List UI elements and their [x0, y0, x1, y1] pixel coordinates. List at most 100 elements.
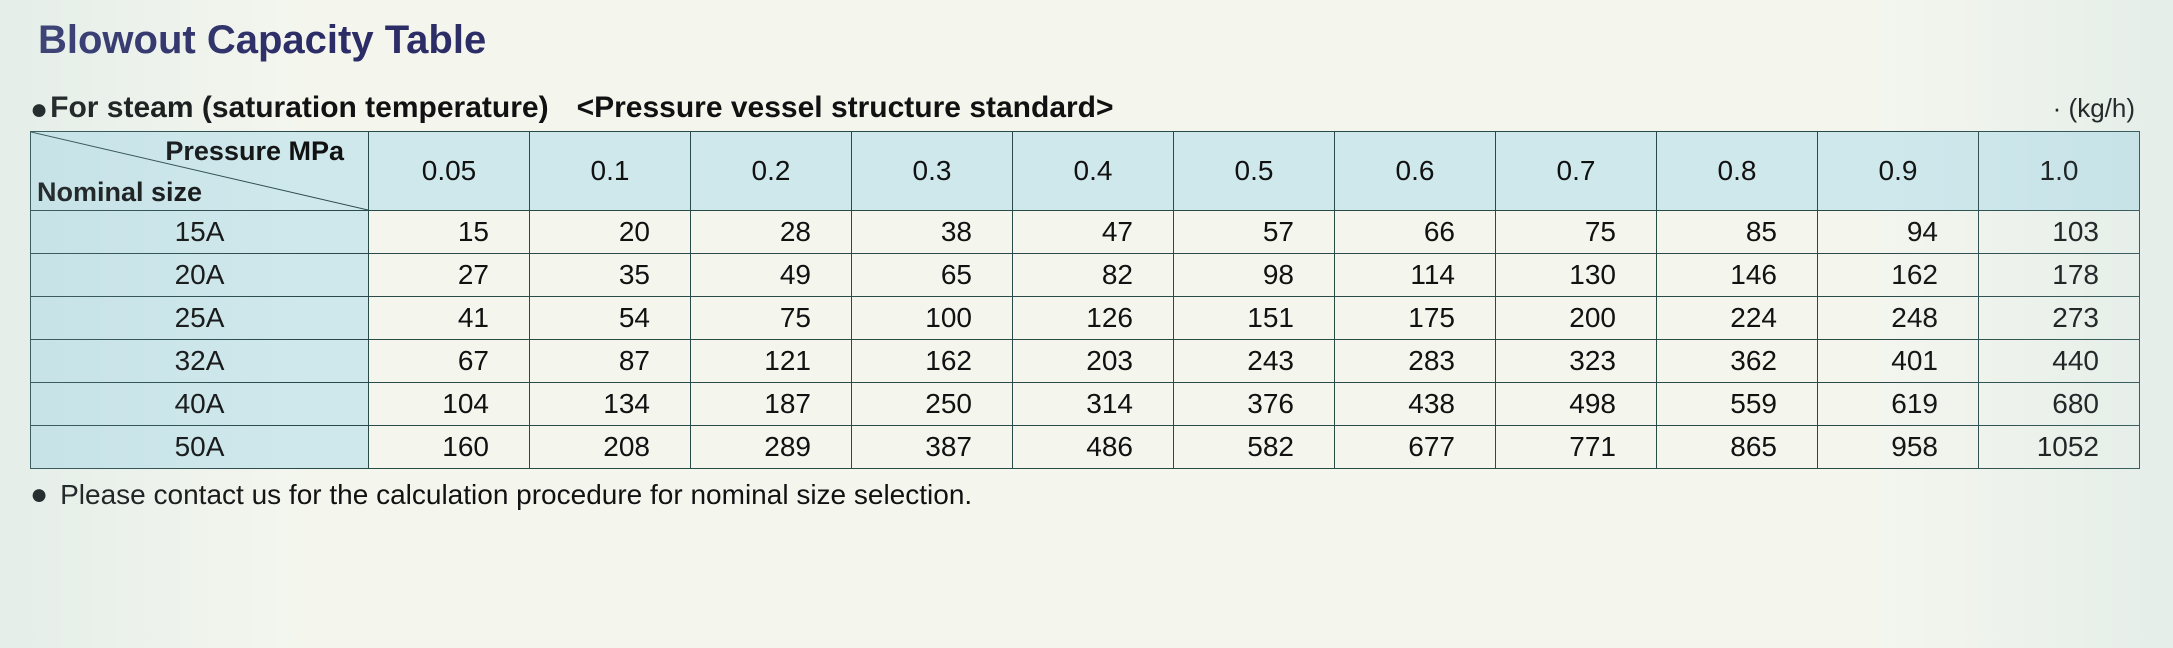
- table-cell: 57: [1174, 211, 1335, 254]
- table-cell: 677: [1335, 426, 1496, 469]
- col-header: 0.05: [369, 132, 530, 211]
- table-cell: 94: [1818, 211, 1979, 254]
- table-cell: 54: [530, 297, 691, 340]
- table-cell: 289: [691, 426, 852, 469]
- table-cell: 362: [1657, 340, 1818, 383]
- table-cell: 104: [369, 383, 530, 426]
- table-cell: 162: [1818, 254, 1979, 297]
- col-header: 0.3: [852, 132, 1013, 211]
- table-cell: 28: [691, 211, 852, 254]
- col-header: 0.8: [1657, 132, 1818, 211]
- table-cell: 178: [1979, 254, 2140, 297]
- table-cell: 27: [369, 254, 530, 297]
- subtitle-steam-text: For steam (saturation temperature): [50, 91, 548, 124]
- col-header: 0.9: [1818, 132, 1979, 211]
- subtitle-row: ●For steam (saturation temperature) <Pre…: [30, 91, 2143, 125]
- table-cell: 314: [1013, 383, 1174, 426]
- table-cell: 151: [1174, 297, 1335, 340]
- table-cell: 20: [530, 211, 691, 254]
- table-cell: 121: [691, 340, 852, 383]
- table-cell: 41: [369, 297, 530, 340]
- table-cell: 958: [1818, 426, 1979, 469]
- footnote: ● Please contact us for the calculation …: [30, 479, 2143, 511]
- subtitle-left: ●For steam (saturation temperature) <Pre…: [30, 91, 1114, 125]
- col-header: 0.7: [1496, 132, 1657, 211]
- table-cell: 75: [1496, 211, 1657, 254]
- table-cell: 559: [1657, 383, 1818, 426]
- table-row: 25A415475100126151175200224248273: [31, 297, 2140, 340]
- table-cell: 680: [1979, 383, 2140, 426]
- table-cell: 98: [1174, 254, 1335, 297]
- table-cell: 619: [1818, 383, 1979, 426]
- table-cell: 865: [1657, 426, 1818, 469]
- row-header: 40A: [31, 383, 369, 426]
- subtitle-steam: ●For steam (saturation temperature): [30, 91, 549, 125]
- col-header: 0.6: [1335, 132, 1496, 211]
- table-row: 15A15202838475766758594103: [31, 211, 2140, 254]
- unit-label-text: (kg/h): [2069, 93, 2135, 123]
- col-header: 0.2: [691, 132, 852, 211]
- table-cell: 200: [1496, 297, 1657, 340]
- table-cell: 401: [1818, 340, 1979, 383]
- table-cell: 323: [1496, 340, 1657, 383]
- table-cell: 67: [369, 340, 530, 383]
- table-cell: 75: [691, 297, 852, 340]
- table-cell: 87: [530, 340, 691, 383]
- table-row: 20A273549658298114130146162178: [31, 254, 2140, 297]
- table-cell: 498: [1496, 383, 1657, 426]
- table-cell: 224: [1657, 297, 1818, 340]
- table-cell: 49: [691, 254, 852, 297]
- col-header: 0.4: [1013, 132, 1174, 211]
- row-header: 25A: [31, 297, 369, 340]
- capacity-table: Pressure MPa Nominal size 0.050.10.20.30…: [30, 131, 2140, 469]
- table-cell: 100: [852, 297, 1013, 340]
- table-cell: 440: [1979, 340, 2140, 383]
- col-header: 1.0: [1979, 132, 2140, 211]
- row-header: 32A: [31, 340, 369, 383]
- unit-label: · (kg/h): [2053, 93, 2135, 124]
- table-cell: 250: [852, 383, 1013, 426]
- col-header: 0.5: [1174, 132, 1335, 211]
- col-header: 0.1: [530, 132, 691, 211]
- bullet-icon: ●: [30, 93, 48, 126]
- table-cell: 486: [1013, 426, 1174, 469]
- bullet-icon: ●: [30, 480, 48, 510]
- table-cell: 47: [1013, 211, 1174, 254]
- footnote-text: Please contact us for the calculation pr…: [60, 479, 972, 511]
- table-cell: 1052: [1979, 426, 2140, 469]
- table-cell: 65: [852, 254, 1013, 297]
- page-title: Blowout Capacity Table: [38, 18, 2143, 63]
- table-cell: 38: [852, 211, 1013, 254]
- table-cell: 146: [1657, 254, 1818, 297]
- table-cell: 438: [1335, 383, 1496, 426]
- table-cell: 273: [1979, 297, 2140, 340]
- table-cell: 387: [852, 426, 1013, 469]
- table-cell: 376: [1174, 383, 1335, 426]
- table-cell: 208: [530, 426, 691, 469]
- table-cell: 82: [1013, 254, 1174, 297]
- table-cell: 126: [1013, 297, 1174, 340]
- table-cell: 187: [691, 383, 852, 426]
- table-cell: 283: [1335, 340, 1496, 383]
- corner-top-label: Pressure MPa: [165, 136, 344, 167]
- row-header: 15A: [31, 211, 369, 254]
- table-cell: 582: [1174, 426, 1335, 469]
- table-cell: 15: [369, 211, 530, 254]
- table-body: 15A1520283847576675859410320A27354965829…: [31, 211, 2140, 469]
- table-cell: 66: [1335, 211, 1496, 254]
- table-cell: 134: [530, 383, 691, 426]
- row-header: 50A: [31, 426, 369, 469]
- table-cell: 114: [1335, 254, 1496, 297]
- table-cell: 160: [369, 426, 530, 469]
- subtitle-standard: <Pressure vessel structure standard>: [577, 91, 1114, 125]
- table-cell: 130: [1496, 254, 1657, 297]
- table-header-row: Pressure MPa Nominal size 0.050.10.20.30…: [31, 132, 2140, 211]
- table-cell: 248: [1818, 297, 1979, 340]
- table-cell: 103: [1979, 211, 2140, 254]
- table-cell: 771: [1496, 426, 1657, 469]
- table-cell: 175: [1335, 297, 1496, 340]
- table-cell: 203: [1013, 340, 1174, 383]
- table-cell: 162: [852, 340, 1013, 383]
- table-row: 50A1602082893874865826777718659581052: [31, 426, 2140, 469]
- corner-bottom-label: Nominal size: [37, 177, 202, 208]
